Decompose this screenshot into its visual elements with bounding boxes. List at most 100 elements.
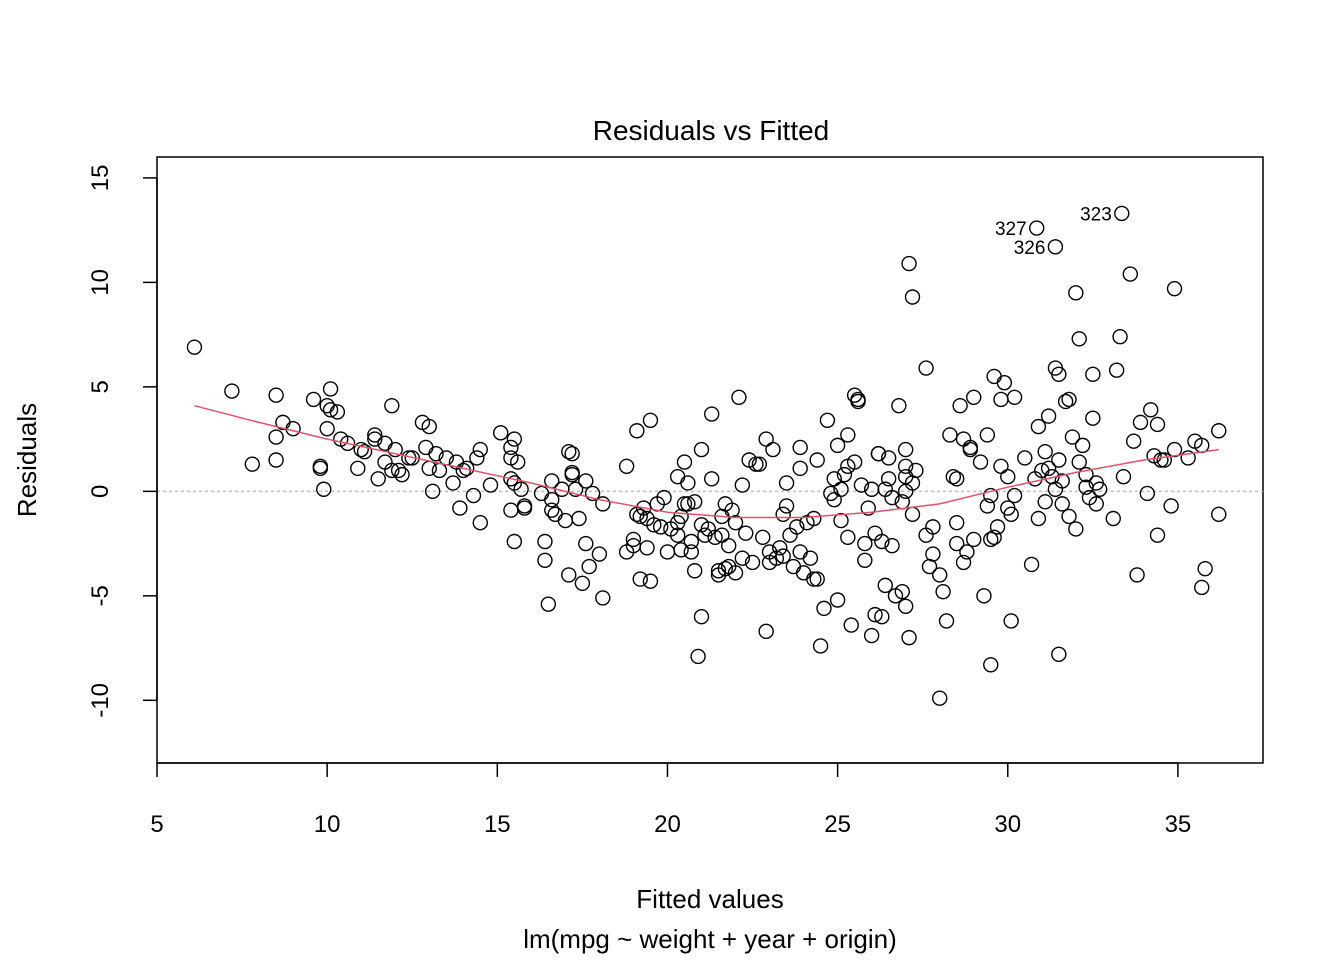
data-point (949, 471, 965, 487)
data-point (996, 374, 1013, 391)
data-point (652, 519, 669, 535)
data-point (942, 427, 958, 443)
y-tick-label: 0 (87, 485, 114, 498)
data-point (966, 389, 982, 406)
data-point (506, 431, 523, 447)
data-point (806, 571, 822, 587)
data-point (639, 540, 655, 556)
data-point (547, 506, 563, 523)
data-point (884, 489, 900, 506)
data-point (1088, 496, 1104, 512)
data-point (857, 552, 873, 569)
data-point (867, 606, 883, 623)
y-axis-title: Residuals (12, 403, 42, 517)
data-point (574, 575, 591, 591)
x-axis: 5 10 15 20 25 30 35 (150, 762, 1191, 838)
data-point (1051, 366, 1067, 383)
data-point (384, 462, 400, 479)
data-point (669, 527, 686, 543)
data-point (322, 402, 339, 418)
data-point (1003, 506, 1019, 523)
data-point (880, 471, 897, 487)
x-tick-label: 20 (654, 811, 681, 838)
data-point (428, 446, 444, 462)
data-point (353, 441, 369, 458)
data-point (1068, 521, 1084, 537)
data-point (707, 529, 723, 546)
data-point (319, 420, 335, 437)
data-point (503, 439, 519, 456)
data-point (938, 613, 955, 629)
data-point (506, 533, 523, 550)
data-point (727, 565, 744, 581)
data-point (544, 492, 560, 508)
x-tick-label: 15 (484, 811, 511, 838)
data-point (884, 537, 900, 554)
data-point (775, 548, 791, 564)
data-point (918, 360, 934, 376)
data-point (751, 456, 768, 472)
data-point (244, 456, 260, 472)
data-point (1085, 410, 1101, 426)
data-point (775, 506, 791, 523)
data-point (472, 514, 488, 531)
data-point (704, 471, 720, 487)
data-point (268, 387, 284, 403)
data-point (469, 450, 485, 466)
data-point (356, 443, 373, 460)
data-point (880, 450, 897, 466)
data-point (424, 483, 441, 500)
data-point (1051, 452, 1067, 468)
data-point (493, 425, 509, 441)
data-point (632, 571, 648, 587)
data-point (635, 500, 652, 516)
data-point (1163, 498, 1179, 514)
data-point (1037, 443, 1053, 460)
data-point (840, 427, 856, 443)
data-point (1149, 416, 1166, 433)
data-point (683, 533, 699, 550)
data-point (659, 544, 676, 560)
data-point (816, 600, 832, 617)
data-point (932, 567, 948, 583)
data-point (673, 542, 689, 558)
data-point (870, 446, 887, 462)
data-point (829, 592, 846, 608)
data-point (908, 462, 924, 479)
data-point (370, 471, 386, 487)
data-point (744, 554, 761, 571)
data-point (802, 550, 819, 566)
data-point (1068, 285, 1084, 301)
data-point (329, 404, 346, 420)
data-point (564, 446, 580, 462)
data-point (387, 441, 403, 458)
data-point (932, 690, 948, 706)
data-point (962, 439, 979, 456)
data-point (717, 560, 734, 577)
data-point (503, 471, 519, 487)
point-label: 326 (1014, 238, 1046, 259)
data-point (758, 431, 774, 447)
data-point (595, 496, 611, 512)
data-points (186, 205, 1227, 706)
data-point (224, 383, 240, 399)
data-point (901, 629, 917, 646)
data-point (1061, 391, 1077, 408)
data-point (843, 617, 859, 633)
data-point (642, 412, 659, 428)
data-point (1003, 613, 1019, 629)
data-point (734, 477, 751, 493)
data-point (1139, 485, 1155, 502)
data-point (819, 412, 836, 428)
data-point (874, 609, 890, 625)
data-point (904, 289, 921, 305)
data-point (836, 466, 853, 483)
data-point (1142, 402, 1159, 418)
data-point (976, 588, 992, 604)
data-point (676, 454, 693, 470)
data-point (1125, 433, 1142, 449)
y-axis: -10 -5 0 5 10 15 (87, 165, 158, 718)
data-point (809, 452, 825, 468)
data-point (595, 590, 611, 606)
data-point (445, 475, 461, 491)
